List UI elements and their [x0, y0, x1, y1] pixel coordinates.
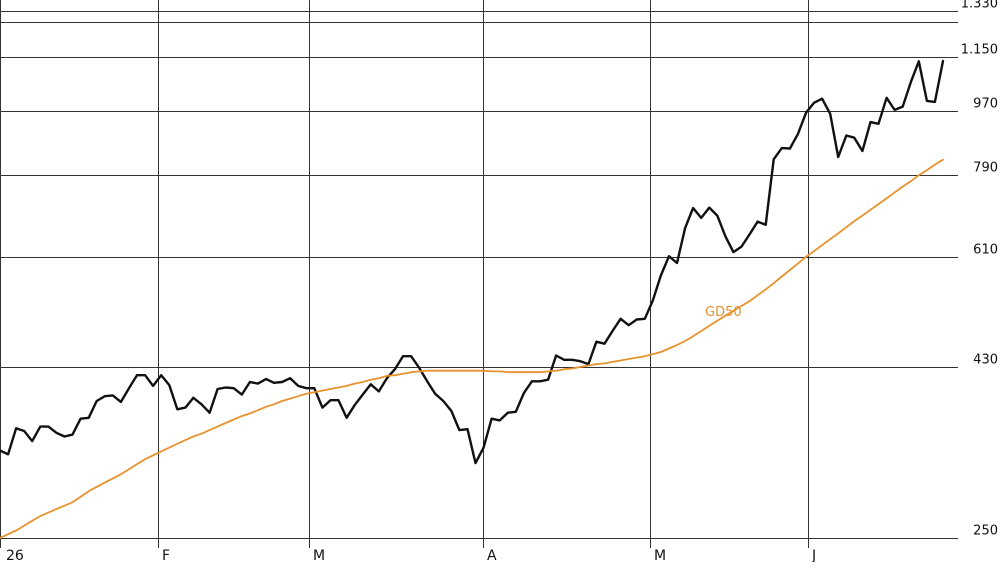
y-tick-label: 1.150 [961, 43, 998, 58]
x-tick-label: A [487, 548, 497, 562]
y-tick-label: 1.330 [961, 0, 998, 12]
series-layer: GD50 [0, 59, 945, 539]
y-tick-label: 970 [973, 97, 998, 112]
y-tick-label: 790 [973, 161, 998, 176]
x-axis-tick-labels: 26 F M A M J [6, 548, 816, 562]
vertical-gridlines [0, 0, 809, 548]
x-tick-label: F [162, 548, 170, 562]
y-tick-label: 430 [973, 353, 998, 368]
x-tick-label: 26 [6, 548, 24, 562]
horizontal-gridlines [0, 11, 958, 539]
gd50-series-line [0, 158, 944, 539]
x-tick-label: M [313, 548, 325, 562]
x-tick-label: J [811, 548, 816, 562]
y-axis-tick-labels: 250 430 610 790 970 1.150 1.330 [961, 0, 998, 539]
y-tick-label: 610 [973, 243, 998, 258]
price-series-line [0, 59, 945, 465]
gd50-series-label: GD50 [705, 305, 742, 320]
y-tick-label: 250 [973, 524, 998, 539]
x-tick-label: M [654, 548, 666, 562]
